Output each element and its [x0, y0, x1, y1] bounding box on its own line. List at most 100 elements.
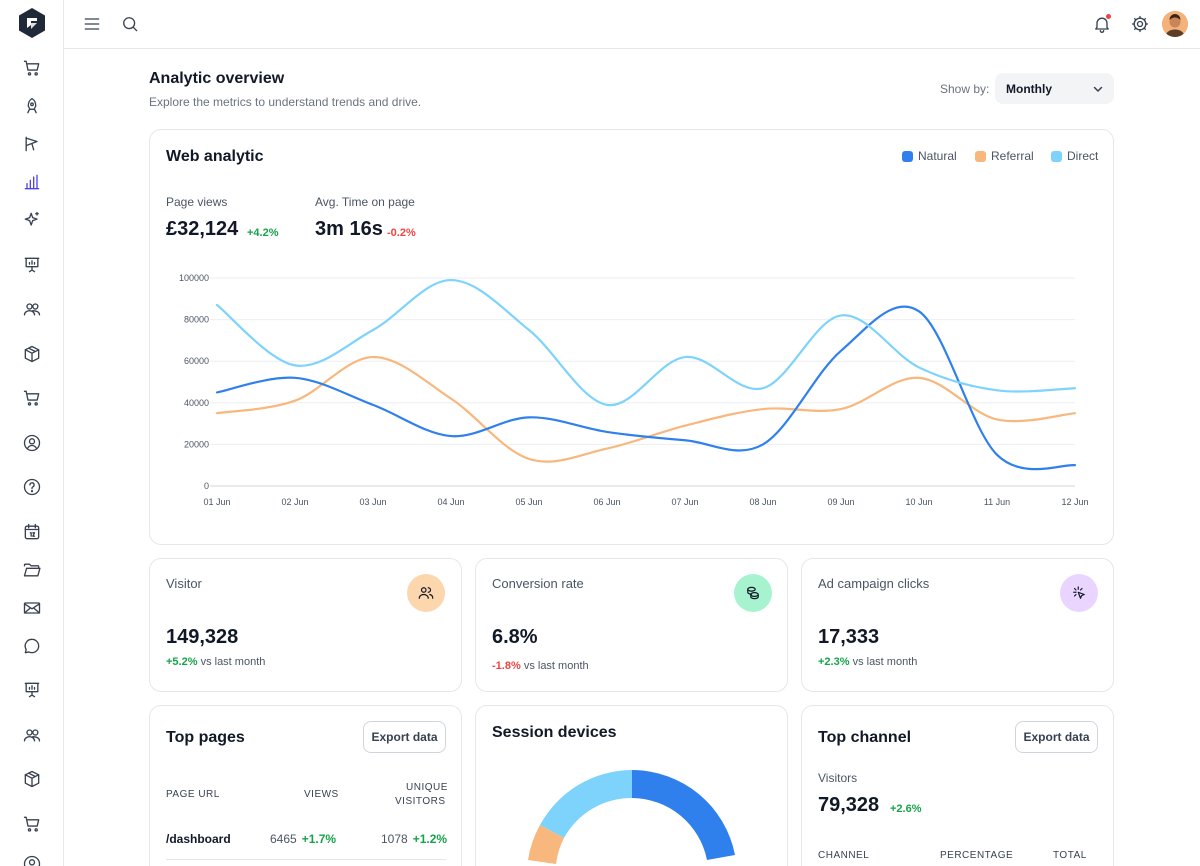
- page-views-label: Page views: [166, 195, 228, 209]
- topbar: [64, 0, 1200, 49]
- legend-natural: Natural: [902, 149, 957, 163]
- visitor-label: Visitor: [166, 576, 202, 591]
- page-url[interactable]: /dashboard: [166, 832, 231, 846]
- legend-swatch: [1051, 150, 1062, 162]
- conversion-delta: -1.8%: [492, 660, 521, 672]
- series-line-referral: [215, 355, 1077, 463]
- donut-segment-referral: [528, 825, 564, 864]
- row-divider: [166, 859, 446, 860]
- column-header-unique: UNIQUE: [406, 782, 448, 793]
- menu-icon[interactable]: [80, 12, 104, 36]
- coins-icon: [734, 574, 772, 612]
- series-line-natural: [215, 305, 1077, 471]
- ad-clicks-card: [801, 558, 1114, 692]
- visitor-delta: +5.2%: [166, 656, 198, 668]
- avatar[interactable]: [1162, 11, 1188, 37]
- chat-icon[interactable]: [20, 634, 44, 658]
- sparkles-icon[interactable]: [20, 208, 44, 232]
- rocket-icon[interactable]: [20, 94, 44, 118]
- legend-label: Direct: [1067, 149, 1099, 163]
- box-icon[interactable]: [20, 342, 44, 366]
- mail-icon[interactable]: [20, 596, 44, 620]
- page-subtitle: Explore the metrics to understand trends…: [149, 95, 422, 109]
- ad-clicks-sub: +2.3% vs last month: [818, 656, 917, 668]
- unique-delta: +1.2%: [412, 832, 448, 846]
- visitor-card: [149, 558, 462, 692]
- presentation-icon[interactable]: [20, 253, 44, 277]
- y-tick-label: 100000: [179, 273, 209, 283]
- avg-time-label: Avg. Time on page: [315, 195, 415, 209]
- column-header-views: VIEWS: [304, 789, 339, 800]
- user-circle-icon[interactable]: [20, 431, 44, 455]
- legend-label: Natural: [918, 149, 957, 163]
- x-tick-label: 06 Jun: [593, 497, 620, 507]
- conversion-card: [475, 558, 788, 692]
- bell-icon[interactable]: [1090, 12, 1114, 36]
- legend-swatch: [902, 150, 913, 162]
- sidebar: [0, 0, 64, 866]
- ad-clicks-suffix: vs last month: [852, 656, 918, 668]
- web-analytic-card: [149, 129, 1114, 545]
- cart-icon[interactable]: [20, 56, 44, 80]
- top-pages-export-button[interactable]: Export data: [363, 721, 446, 753]
- show-by-value: Monthly: [1006, 82, 1052, 96]
- unique-cell: 1078 +1.2%: [381, 832, 447, 846]
- x-tick-label: 10 Jun: [905, 497, 932, 507]
- app-logo[interactable]: [16, 7, 48, 39]
- ad-clicks-delta: +2.3%: [818, 656, 850, 668]
- visitor-value: 149,328: [166, 626, 239, 648]
- shopping-cart-icon[interactable]: [20, 812, 44, 836]
- ad-clicks-value: 17,333: [818, 626, 880, 648]
- visitor-sub: +5.2% vs last month: [166, 656, 265, 668]
- legend-referral: Referral: [975, 149, 1034, 163]
- conversion-sub: -1.8% vs last month: [492, 660, 589, 672]
- help-icon[interactable]: [20, 475, 44, 499]
- legend-direct: Direct: [1051, 149, 1098, 163]
- x-tick-label: 08 Jun: [749, 497, 776, 507]
- ad-clicks-label: Ad campaign clicks: [818, 576, 930, 591]
- views-value: 6465: [270, 832, 297, 846]
- x-tick-label: 09 Jun: [827, 497, 854, 507]
- user-circle-icon[interactable]: [20, 852, 44, 866]
- x-tick-label: 03 Jun: [359, 497, 386, 507]
- chevron-down-icon: [1092, 83, 1104, 98]
- users-icon[interactable]: [20, 723, 44, 747]
- gear-icon[interactable]: [1128, 12, 1152, 36]
- presentation-icon[interactable]: [20, 678, 44, 702]
- conversion-suffix: vs last month: [523, 660, 589, 672]
- search-icon[interactable]: [118, 12, 142, 36]
- top-channel-export-button[interactable]: Export data: [1015, 721, 1098, 753]
- donut-segment-natural: [632, 770, 735, 860]
- column-header-total: TOTAL: [1053, 850, 1087, 861]
- x-tick-label: 07 Jun: [671, 497, 698, 507]
- folder-icon[interactable]: [20, 558, 44, 582]
- megaphone-icon[interactable]: [20, 132, 44, 156]
- visitor-suffix: vs last month: [200, 656, 266, 668]
- notification-dot: [1105, 13, 1112, 20]
- web-analytic-title: Web analytic: [166, 148, 264, 165]
- show-by-select[interactable]: Monthly: [995, 73, 1114, 104]
- shopping-cart-icon[interactable]: [20, 386, 44, 410]
- web-analytic-chart: 0 20000 40000 60000 80000 100000 01 Jun 02 Jun 0…: [179, 273, 1089, 507]
- x-tick-label: 05 Jun: [515, 497, 542, 507]
- users-icon[interactable]: [20, 297, 44, 321]
- donut-segment-direct: [540, 770, 632, 838]
- y-tick-label: 20000: [184, 439, 209, 449]
- cursor-click-icon: [1060, 574, 1098, 612]
- users-icon: [407, 574, 445, 612]
- bar-chart-icon[interactable]: [20, 170, 44, 194]
- page-views-delta: +4.2%: [247, 227, 279, 239]
- views-cell: 6465 +1.7%: [270, 832, 336, 846]
- top-pages-title: Top pages: [166, 729, 245, 746]
- session-devices-donut: [528, 770, 735, 864]
- channel-visitors-label: Visitors: [818, 771, 858, 785]
- box-icon[interactable]: [20, 767, 44, 791]
- x-tick-label: 11 Jun: [984, 497, 1010, 507]
- column-header-percentage: PERCENTAGE: [940, 850, 1014, 861]
- column-header-page-url: PAGE URL: [166, 789, 220, 800]
- top-channel-title: Top channel: [818, 729, 912, 746]
- column-header-visitors: VISITORS: [395, 796, 446, 807]
- calendar-icon[interactable]: [20, 520, 44, 544]
- channel-visitors-delta: +2.6%: [890, 803, 922, 815]
- x-tick-label: 01 Jun: [203, 497, 230, 507]
